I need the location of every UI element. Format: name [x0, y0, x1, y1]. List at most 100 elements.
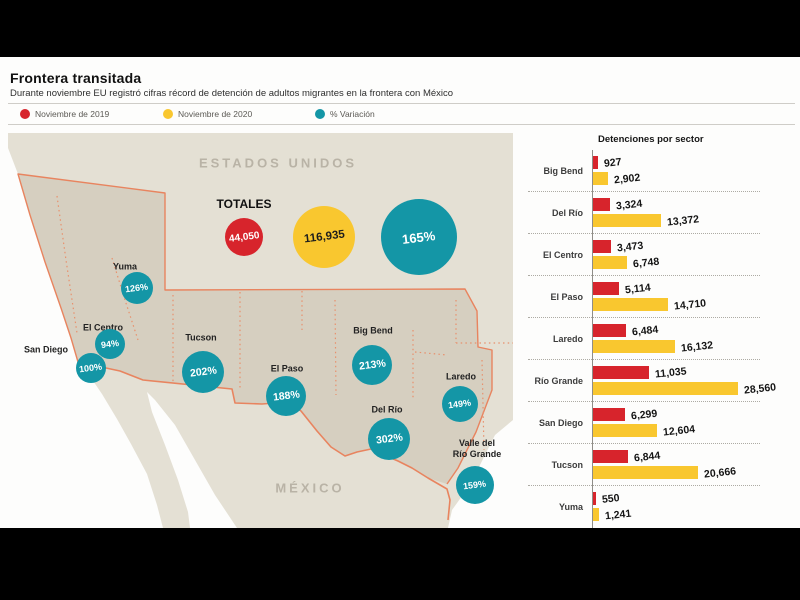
- map-variation-bubble: 100%: [76, 353, 106, 383]
- map-border-states: [18, 174, 492, 484]
- chart-sector-label: San Diego: [538, 418, 583, 428]
- page-title: Frontera transitada: [10, 70, 142, 86]
- chart-sector-bars: 6,844 20,666: [592, 444, 800, 486]
- chart-sector-bars: 927 2,902: [592, 150, 800, 192]
- bar-nov-2019-value: 927: [603, 155, 623, 170]
- bar-nov-2020: [593, 214, 661, 227]
- chart-sector-row: Laredo 6,484 16,132: [528, 318, 800, 360]
- map-variation-bubble: 159%: [456, 466, 494, 504]
- legend-label-variation: % Variación: [330, 109, 375, 119]
- legend-dot-teal: [315, 109, 325, 119]
- chart-sector-label: Del Río: [551, 208, 583, 218]
- bar-nov-2019-value: 6,844: [633, 449, 661, 464]
- chart-title: Detenciones por sector: [598, 134, 704, 145]
- chart-rows: Big Bend 927 2,902 Del Río 3,324: [528, 150, 800, 528]
- bar-nov-2019: [593, 324, 626, 337]
- bar-nov-2019: [593, 408, 625, 421]
- map-variation-bubble: 202%: [182, 351, 224, 393]
- bar-nov-2019-value: 3,473: [616, 239, 644, 254]
- bar-nov-2019: [593, 240, 611, 253]
- bar-nov-2020-value: 6,748: [632, 255, 660, 270]
- map-variation-bubble: 213%: [352, 345, 392, 385]
- chart-sector-bars: 5,114 14,710: [592, 276, 800, 318]
- bar-nov-2020: [593, 382, 738, 395]
- chart-sector-row: Del Río 3,324 13,372: [528, 192, 800, 234]
- total-variation-value: 165%: [401, 227, 437, 247]
- bar-nov-2019-value: 550: [601, 491, 621, 506]
- map-sector-label: Laredo: [445, 371, 477, 382]
- map-variation-bubble: 126%: [121, 272, 153, 304]
- legend-dot-red: [20, 109, 30, 119]
- bar-nov-2020: [593, 172, 608, 185]
- map-variation-value: 188%: [271, 388, 301, 404]
- chart-sector-row: Río Grande 11,035 28,560: [528, 360, 800, 402]
- legend-label-2020: Noviembre de 2020: [178, 109, 253, 119]
- map-us-mexico-border: [77, 361, 451, 521]
- map-sector-label: Tucson: [185, 332, 217, 343]
- map-sector-label: Valle del Río Grande: [452, 438, 502, 459]
- row-separator: [528, 233, 760, 234]
- total-2020-bubble: 116,935: [293, 206, 355, 268]
- bar-nov-2019: [593, 282, 619, 295]
- bar-nov-2020: [593, 340, 675, 353]
- map-variation-bubble: 302%: [368, 418, 410, 460]
- map-variation-value: 100%: [78, 361, 104, 375]
- label-estados-unidos: ESTADOS UNIDOS: [198, 155, 358, 171]
- bar-nov-2020-value: 28,560: [743, 380, 777, 397]
- row-separator: [528, 317, 760, 318]
- chart-sector-label: Laredo: [552, 334, 583, 344]
- legend-bar: Noviembre de 2019 Noviembre de 2020 % Va…: [8, 103, 795, 125]
- chart-sector-label: Tucson: [551, 460, 583, 470]
- chart-sector-label: Yuma: [558, 502, 583, 512]
- total-2020-value: 116,935: [302, 228, 346, 246]
- map-sector-label: El Paso: [270, 363, 304, 374]
- bar-nov-2019-value: 3,324: [615, 197, 643, 212]
- total-2019-bubble: 44,050: [225, 218, 263, 256]
- bar-nov-2020: [593, 256, 627, 269]
- map-sector-label: Big Bend: [353, 325, 393, 336]
- map-states-outline: [17, 173, 493, 485]
- map-variation-value: 159%: [462, 478, 488, 492]
- border-map: [8, 133, 513, 528]
- legend-dot-yellow: [163, 109, 173, 119]
- map-variation-value: 302%: [374, 431, 404, 447]
- map-variation-bubble: 94%: [95, 329, 125, 359]
- row-separator: [528, 401, 760, 402]
- bar-nov-2020-value: 2,902: [613, 171, 641, 186]
- map-variation-bubble: 188%: [266, 376, 306, 416]
- map-variation-value: 126%: [124, 281, 150, 295]
- bar-nov-2020: [593, 508, 599, 521]
- chart-sector-label: El Paso: [550, 292, 583, 302]
- chart-sector-label: Big Bend: [543, 166, 584, 176]
- bar-nov-2020: [593, 424, 657, 437]
- totales-label: TOTALES: [216, 197, 272, 211]
- chart-sector-row: El Paso 5,114 14,710: [528, 276, 800, 318]
- bar-nov-2019-value: 5,114: [624, 281, 652, 296]
- bar-nov-2020-value: 13,372: [666, 212, 700, 229]
- legend-item-2019: Noviembre de 2019: [20, 104, 109, 124]
- row-separator: [528, 191, 760, 192]
- map-variation-value: 213%: [357, 357, 387, 373]
- chart-sector-label: El Centro: [542, 250, 583, 260]
- chart-sector-row: Yuma 550 1,241: [528, 486, 800, 528]
- letterbox-bottom: [0, 528, 800, 600]
- bar-nov-2019: [593, 198, 610, 211]
- bar-nov-2020-value: 16,132: [680, 338, 714, 355]
- row-separator: [528, 359, 760, 360]
- map-variation-value: 202%: [188, 364, 218, 380]
- chart-sector-bars: 3,473 6,748: [592, 234, 800, 276]
- bar-nov-2020: [593, 298, 668, 311]
- chart-sector-bars: 11,035 28,560: [592, 360, 800, 402]
- chart-sector-label: Río Grande: [534, 376, 583, 386]
- total-variation-bubble: 165%: [381, 199, 457, 275]
- row-separator: [528, 485, 760, 486]
- row-separator: [528, 443, 760, 444]
- chart-sector-row: San Diego 6,299 12,604: [528, 402, 800, 444]
- map-sector-label: El Centro: [82, 322, 124, 333]
- bar-nov-2019: [593, 450, 628, 463]
- bar-nov-2020-value: 20,666: [703, 464, 737, 481]
- map-dotted-sector-lines: [56, 195, 513, 451]
- bar-nov-2019: [593, 156, 598, 169]
- label-mexico: MÉXICO: [275, 480, 345, 496]
- bar-nov-2020-value: 14,710: [673, 296, 707, 313]
